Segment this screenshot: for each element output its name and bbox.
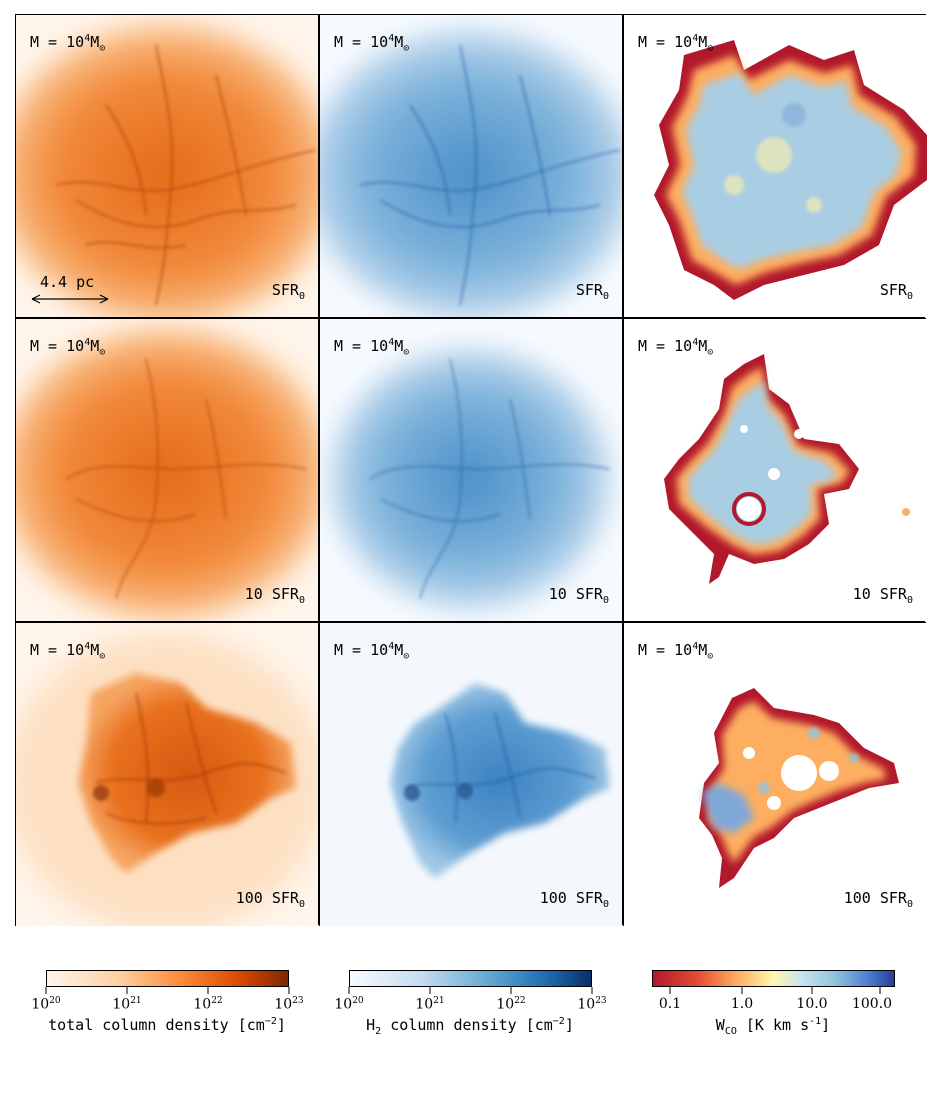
tick-label: 1021 xyxy=(415,996,444,1013)
tick-label: 1022 xyxy=(496,996,525,1013)
tick-label: 1022 xyxy=(193,996,222,1013)
tick-label: 1021 xyxy=(112,996,141,1013)
tick-label: 10.0 xyxy=(796,996,827,1012)
tick-label: 1023 xyxy=(577,996,606,1013)
colorbar-ticks xyxy=(0,0,941,1093)
tick-label: 0.1 xyxy=(659,996,681,1012)
colorbar-title: WCO [K km s-1] xyxy=(716,1016,830,1037)
tick-label: 1020 xyxy=(31,996,60,1013)
tick-label: 100.0 xyxy=(852,996,892,1012)
colorbar-title: total column density [cm−2] xyxy=(48,1016,286,1034)
tick-label: 1.0 xyxy=(731,996,753,1012)
tick-label: 1023 xyxy=(274,996,303,1013)
colorbar-title: H2 column density [cm−2] xyxy=(366,1016,574,1037)
tick-label: 1020 xyxy=(334,996,363,1013)
